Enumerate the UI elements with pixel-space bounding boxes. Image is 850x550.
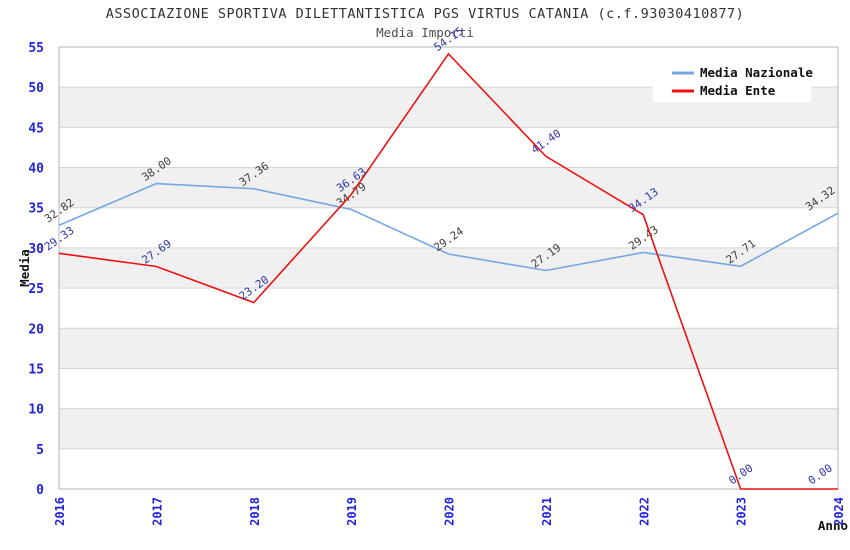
y-tick-label: 25 bbox=[28, 282, 44, 297]
y-tick-label: 55 bbox=[28, 41, 44, 56]
chart-title: ASSOCIAZIONE SPORTIVA DILETTANTISTICA PG… bbox=[106, 6, 744, 22]
y-tick-label: 35 bbox=[28, 202, 44, 217]
y-tick-label: 15 bbox=[28, 362, 44, 377]
chart-subtitle: Media Importi bbox=[376, 25, 474, 40]
legend-label: Media Ente bbox=[700, 83, 776, 98]
y-tick-label: 50 bbox=[28, 81, 44, 96]
grid-band bbox=[59, 328, 838, 369]
line-media-nazionale bbox=[58, 182, 839, 272]
x-tick-label: 2024 bbox=[832, 497, 846, 526]
line-media-ente bbox=[58, 52, 838, 490]
grid-band bbox=[59, 408, 838, 449]
x-tick-label: 2021 bbox=[540, 497, 554, 526]
x-axis-title: Anno bbox=[818, 518, 848, 533]
grid-band bbox=[59, 167, 838, 208]
data-point-label: 0.00 bbox=[726, 461, 755, 487]
data-point-label: 41.40 bbox=[529, 127, 564, 157]
x-tick-label: 2020 bbox=[443, 497, 457, 526]
legend-box bbox=[653, 57, 811, 102]
y-axis-title: Media bbox=[17, 249, 32, 287]
plot-area: 0 5 10 15 20 25 30 35 40 45 50 55 2016 2017 2018 2019 20… bbox=[28, 24, 846, 525]
x-tick-label: 2018 bbox=[248, 497, 262, 526]
x-tick-label: 2023 bbox=[735, 497, 749, 526]
x-tick-label: 2022 bbox=[637, 497, 651, 526]
y-tick-label: 5 bbox=[36, 443, 44, 458]
data-point-label: 0.00 bbox=[806, 461, 835, 487]
y-tick-label: 20 bbox=[28, 322, 44, 337]
y-tick-label: 0 bbox=[36, 483, 44, 498]
y-tick-label: 10 bbox=[28, 403, 44, 418]
x-tick-label: 2016 bbox=[53, 497, 67, 526]
plot-border bbox=[58, 46, 839, 490]
y-tick-label: 45 bbox=[28, 121, 44, 136]
x-tick-label: 2017 bbox=[150, 497, 164, 526]
y-tick-label: 30 bbox=[28, 242, 44, 257]
y-tick-label: 40 bbox=[28, 162, 44, 177]
x-tick-label: 2019 bbox=[345, 497, 359, 526]
legend-label: Media Nazionale bbox=[700, 65, 813, 80]
